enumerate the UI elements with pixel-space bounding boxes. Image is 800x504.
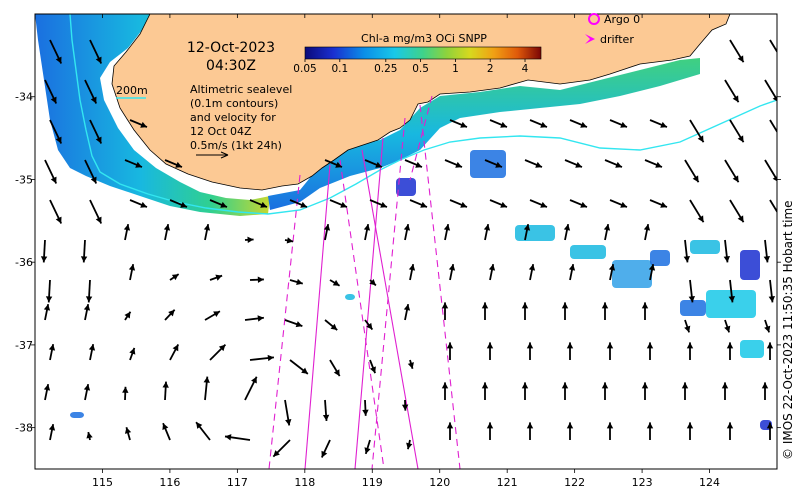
credit-text: © IMOS 22-Oct-2023 11:50:35 Hobart time bbox=[781, 200, 795, 460]
chlorophyll-patch bbox=[70, 412, 84, 418]
lon-tick-label: 116 bbox=[159, 476, 180, 489]
chlorophyll-patch bbox=[690, 240, 720, 254]
colorbar bbox=[305, 47, 541, 59]
lon-tick-label: 122 bbox=[564, 476, 585, 489]
contour-legend-label: 200m bbox=[116, 84, 148, 97]
colorbar-tick-label: 1 bbox=[452, 63, 459, 75]
lon-tick-label: 118 bbox=[294, 476, 315, 489]
chlorophyll-patch bbox=[570, 245, 606, 259]
lat-tick-label: -38 bbox=[15, 422, 33, 435]
lon-tick-label: 120 bbox=[429, 476, 450, 489]
chlorophyll-patch bbox=[612, 260, 652, 288]
chlorophyll-patch bbox=[470, 150, 506, 178]
colorbar-tick-label: 0.05 bbox=[293, 63, 316, 75]
chlorophyll-patch bbox=[345, 294, 355, 300]
lat-tick-label: -35 bbox=[15, 173, 33, 186]
lon-tick-label: 121 bbox=[497, 476, 518, 489]
colorbar-tick-label: 0.25 bbox=[374, 63, 397, 75]
colorbar-tick-label: 4 bbox=[522, 63, 529, 75]
chlorophyll-patch bbox=[515, 225, 555, 241]
colorbar-tick-label: 2 bbox=[487, 63, 494, 75]
lat-tick-label: -37 bbox=[15, 339, 33, 352]
annotation-line-1: Altimetric sealevel bbox=[190, 83, 292, 96]
lon-tick-label: 124 bbox=[699, 476, 720, 489]
annotation-line-2: (0.1m contours) bbox=[190, 97, 278, 110]
lon-tick-label: 119 bbox=[362, 476, 383, 489]
colorbar-title: Chl-a mg/m3 OCi SNPP bbox=[361, 32, 487, 45]
annotation-line-5: 0.5m/s (1kt 24h) bbox=[190, 139, 282, 152]
map-time: 04:30Z bbox=[206, 58, 256, 74]
colorbar-tick-label: 0.5 bbox=[412, 63, 429, 75]
map-date: 12-Oct-2023 bbox=[187, 40, 275, 56]
annotation-line-3: and velocity for bbox=[190, 111, 276, 124]
lat-tick-label: -36 bbox=[15, 256, 33, 269]
lat-tick-label: -34 bbox=[15, 91, 33, 104]
argo-label: Argo 0 bbox=[604, 13, 640, 26]
lon-tick-label: 123 bbox=[632, 476, 653, 489]
colorbar-tick-label: 0.1 bbox=[331, 63, 348, 75]
chlorophyll-patch bbox=[680, 300, 706, 316]
velocity-arrow-head bbox=[778, 55, 784, 62]
chlorophyll-patch bbox=[740, 340, 764, 358]
chlorophyll-patch bbox=[650, 250, 670, 266]
drifter-label: drifter bbox=[600, 33, 634, 46]
chlorophyll-patch bbox=[740, 250, 760, 280]
velocity-arrow-head bbox=[778, 135, 784, 142]
lon-tick-label: 117 bbox=[227, 476, 248, 489]
annotation-line-4: 12 Oct 04Z bbox=[190, 125, 252, 138]
lon-tick-label: 115 bbox=[92, 476, 113, 489]
